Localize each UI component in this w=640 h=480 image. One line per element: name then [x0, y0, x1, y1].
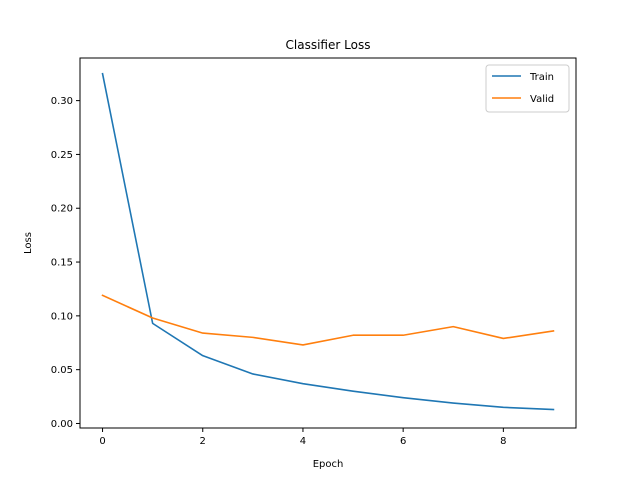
y-tick-label: 0.10 — [51, 311, 73, 322]
y-tick-label: 0.15 — [51, 258, 73, 269]
x-axis-ticks: 0 2 4 6 8 — [99, 428, 507, 447]
y-tick-label: 0.00 — [51, 419, 73, 430]
y-tick-label: 0.05 — [51, 365, 73, 376]
legend-box — [485, 64, 570, 113]
x-axis-label: Epoch — [313, 459, 344, 470]
y-tick-label: 0.20 — [51, 204, 73, 215]
y-tick-label: 0.25 — [51, 150, 73, 161]
series-line-valid — [101, 294, 555, 346]
x-tick-label: 4 — [300, 436, 306, 447]
series-line-train — [101, 72, 555, 411]
x-tick-label: 8 — [500, 436, 506, 447]
x-tick-label: 6 — [400, 436, 406, 447]
y-axis-ticks: 0.00 0.05 0.10 0.15 0.20 0.25 0.30 — [51, 96, 80, 430]
x-tick-label: 0 — [99, 436, 105, 447]
x-tick-label: 2 — [200, 436, 206, 447]
y-tick-label: 0.30 — [51, 96, 73, 107]
legend-label-valid: Valid — [530, 94, 554, 105]
plot-lines — [101, 72, 555, 411]
chart-title: Classifier Loss — [286, 38, 371, 52]
legend: Train Valid — [485, 64, 570, 113]
y-axis-label: Loss — [23, 232, 34, 254]
plot-frame — [79, 57, 577, 429]
legend-label-train: Train — [529, 72, 554, 83]
